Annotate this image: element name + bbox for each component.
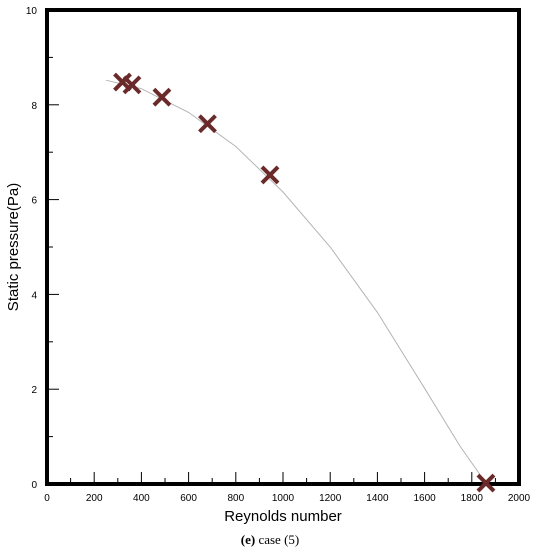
fit-curve-group [105,79,487,484]
x-tick-label: 1800 [461,493,484,504]
plot-frame [45,8,521,486]
y-tick-label: 8 [31,101,37,112]
caption-label: (e) [240,532,256,547]
y-tick-label: 10 [26,6,38,17]
data-point [260,165,280,185]
scatter-chart: 0 200 400 600 800 1000 1200 1400 1600 1800 2000 0 2 4… [5,6,531,525]
figure-caption: (e) case (5) [0,532,540,548]
y-axis-title: Static pressure(Pa) [5,183,22,311]
x-axis-title: Reynolds number [224,508,342,525]
x-tick-label: 600 [180,493,197,504]
data-point [476,473,496,493]
data-point [198,114,217,134]
x-tick-label: 0 [44,493,50,504]
x-tick-label: 2000 [508,493,531,504]
x-tick-label: 1200 [319,493,342,504]
y-tick-label: 0 [31,480,37,491]
x-tick-label: 200 [86,493,103,504]
y-tick-label: 6 [31,196,37,207]
x-tick-label: 800 [227,493,244,504]
x-tick-label: 1400 [366,493,389,504]
x-tick-label: 1000 [272,493,295,504]
y-tick-label: 2 [31,385,37,396]
x-tick-label: 400 [133,493,150,504]
caption-text: case (5) [255,532,300,547]
x-tick-label: 1600 [413,493,436,504]
fit-curve [105,79,487,484]
y-tick-label: 4 [31,290,37,301]
data-point [152,87,172,107]
data-points [113,72,496,493]
axis-ticks: 0 200 400 600 800 1000 1200 1400 1600 1800 2000 0 2 4… [26,6,531,504]
data-point [122,75,142,95]
